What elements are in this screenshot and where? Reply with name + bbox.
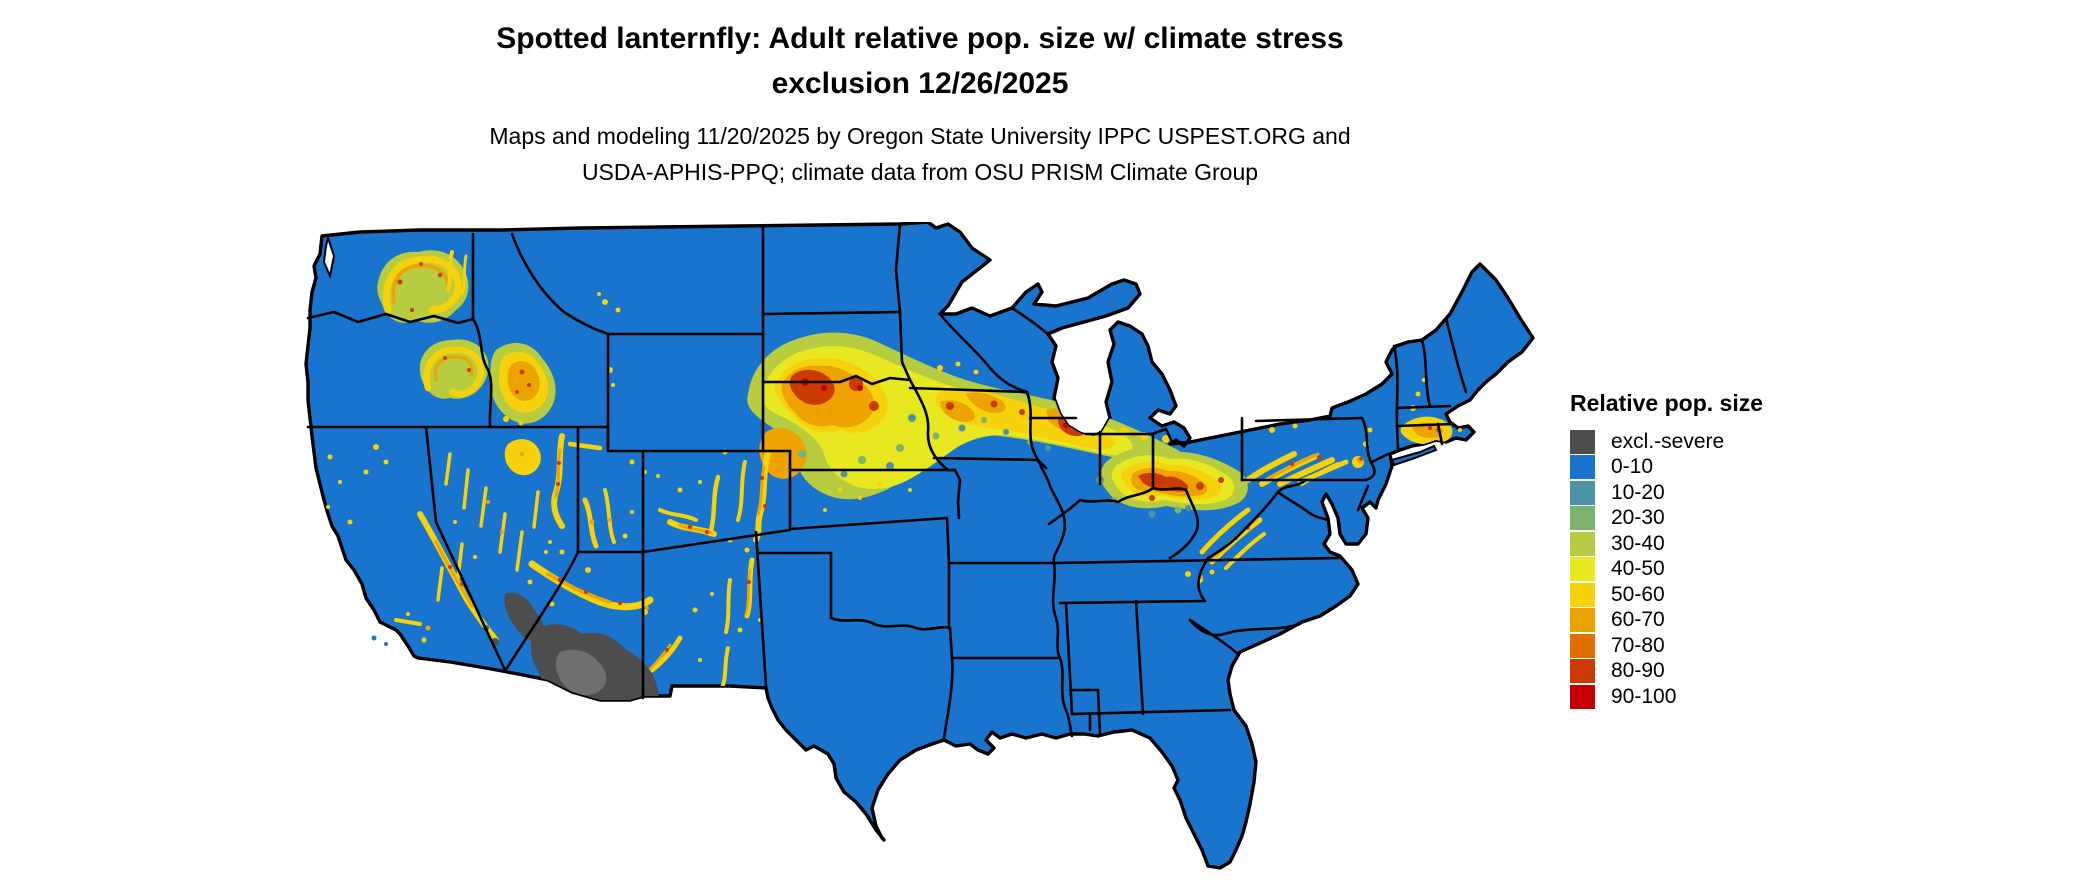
us-population-map (304, 222, 1535, 870)
legend-item: 80-90 (1570, 659, 1870, 685)
legend-item: 90-100 (1570, 684, 1870, 710)
legend-color-swatch (1570, 659, 1595, 684)
legend-item-label: excl.-severe (1611, 429, 1725, 453)
channel-island (371, 635, 377, 641)
legend-item: 70-80 (1570, 633, 1870, 659)
legend-color-swatch (1570, 429, 1595, 454)
legend-color-swatch (1570, 480, 1595, 505)
legend-item: 0-10 (1570, 455, 1870, 481)
legend-item-label: 30-40 (1611, 531, 1665, 555)
legend-item: 20-30 (1570, 506, 1870, 532)
legend-item-label: 40-50 (1611, 557, 1665, 581)
legend-color-swatch (1570, 531, 1595, 556)
legend-color-swatch (1570, 506, 1595, 531)
legend-item-label: 70-80 (1611, 633, 1665, 657)
legend-item: 30-40 (1570, 531, 1870, 557)
puget-sound (322, 234, 336, 280)
subtitle-line-2: USDA-APHIS-PPQ; climate data from OSU PR… (581, 159, 1259, 185)
legend-color-swatch (1570, 684, 1595, 709)
page-title: Spotted lanternfly: Adult relative pop. … (496, 16, 1343, 106)
legend-item-label: 90-100 (1611, 684, 1677, 708)
legend-color-swatch (1570, 633, 1595, 658)
title-line-2: exclusion 12/26/2025 (771, 67, 1069, 100)
legend-color-swatch (1570, 455, 1595, 480)
legend-item-label: 80-90 (1611, 659, 1665, 683)
page-subtitle: Maps and modeling 11/20/2025 by Oregon S… (489, 118, 1350, 190)
subtitle-line-1: Maps and modeling 11/20/2025 by Oregon S… (489, 123, 1351, 149)
legend-item: 60-70 (1570, 608, 1870, 634)
channel-island (384, 642, 388, 646)
legend-color-swatch (1570, 557, 1595, 582)
legend-item: 40-50 (1570, 557, 1870, 583)
legend-item: excl.-severe (1570, 429, 1870, 455)
legend-item-label: 50-60 (1611, 582, 1665, 606)
legend-item-label: 0-10 (1611, 455, 1654, 479)
conus-landmass (304, 222, 1535, 870)
long-island (1390, 444, 1438, 467)
hotspot-northwest (377, 250, 621, 426)
title-line-1: Spotted lanternfly: Adult relative pop. … (496, 22, 1344, 55)
legend-item-label: 20-30 (1611, 506, 1665, 530)
state-borders (306, 222, 1468, 740)
legend-color-swatch (1570, 582, 1595, 607)
legend-item: 50-60 (1570, 582, 1870, 608)
legend-items: excl.-severe 0-10 10-20 20-30 30-40 40-5… (1570, 429, 1870, 710)
legend-item-label: 60-70 (1611, 608, 1665, 632)
legend-title: Relative pop. size (1570, 390, 1764, 416)
legend-item: 10-20 (1570, 480, 1870, 506)
legend-color-swatch (1570, 608, 1595, 633)
legend: Relative pop. size excl.-severe 0-10 10-… (1570, 390, 1870, 710)
legend-item-label: 10-20 (1611, 480, 1665, 504)
